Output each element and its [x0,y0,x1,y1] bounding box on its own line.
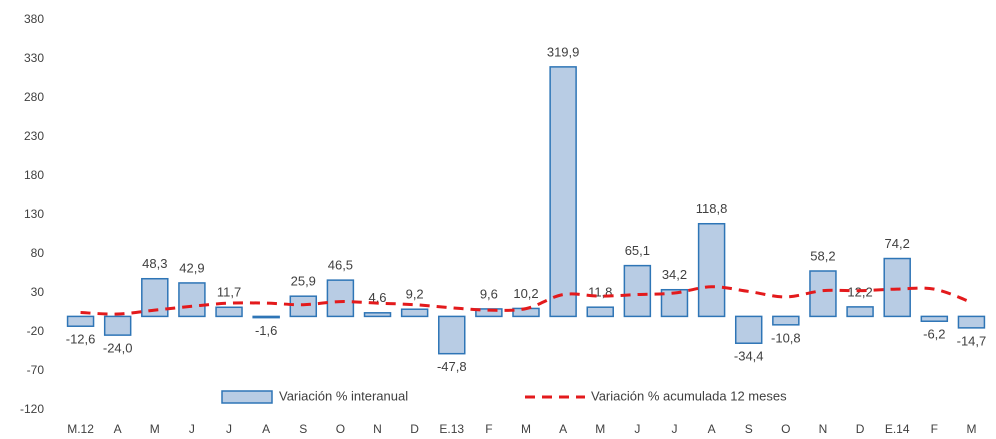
x-tick-label: O [336,422,345,436]
x-tick-label: M.12 [67,422,94,436]
data-label: 42,9 [179,260,204,275]
x-tick-label: O [781,422,790,436]
bar [920,315,949,322]
bar [438,315,466,355]
x-tick-label: J [189,422,195,436]
data-label: 46,5 [328,258,353,273]
x-tick-label: N [373,422,382,436]
x-tick-label: D [856,422,865,436]
x-tick-label: E.14 [885,422,910,436]
data-label: 34,2 [662,267,687,282]
y-tick-label: 230 [24,129,44,143]
y-tick-label: -70 [27,363,45,377]
x-tick-label: D [410,422,419,436]
data-label: -12,6 [66,332,96,347]
data-label: -6,2 [923,327,945,342]
bar [957,315,986,329]
data-label: 48,3 [142,256,167,271]
bar [289,295,318,318]
y-tick-label: 380 [24,12,44,26]
x-tick-label: J [226,422,232,436]
bar [252,315,280,319]
data-label: 9,2 [406,287,424,302]
x-tick-label: M [966,422,976,436]
x-tick-label: A [559,422,567,436]
data-label: 10,2 [513,286,538,301]
data-label: -34,4 [734,349,764,364]
y-tick-label: -120 [20,402,44,416]
data-label: 9,6 [480,286,498,301]
bar [215,306,243,318]
x-tick-label: E.13 [439,422,464,436]
bar [586,306,614,318]
data-label: 118,8 [696,201,728,216]
bar [697,222,726,318]
bar [846,306,874,318]
data-label: -47,8 [437,359,467,374]
data-label: 319,9 [547,44,580,59]
bar [400,308,429,318]
bar [623,264,652,318]
bar [178,282,206,318]
data-label: -1,6 [255,323,277,338]
x-tick-label: F [931,422,938,436]
bar [549,66,577,318]
y-tick-label: 330 [24,51,44,65]
data-label: 65,1 [625,243,650,258]
legend-label: Variación % acumulada 12 meses [591,388,787,403]
x-tick-label: S [745,422,753,436]
y-tick-label: -20 [27,324,45,338]
legend-label: Variación % interanual [279,388,408,403]
bar [734,315,763,344]
bar [103,315,132,336]
bar [66,315,95,327]
x-tick-label: M [521,422,531,436]
data-label: -10,8 [771,330,801,345]
x-tick-label: J [634,422,640,436]
x-tick-label: A [262,422,270,436]
y-tick-label: 30 [31,285,45,299]
x-tick-label: S [299,422,307,436]
bar [326,279,355,318]
data-label: 58,2 [810,248,835,263]
data-label: 74,2 [885,236,910,251]
y-tick-label: 80 [31,246,45,260]
data-label: -24,0 [103,341,133,356]
x-tick-label: F [485,422,492,436]
x-tick-label: N [819,422,828,436]
x-tick-label: M [595,422,605,436]
x-tick-label: J [671,422,677,436]
bar [772,315,800,326]
data-label: 11,7 [217,285,241,300]
x-tick-label: A [708,422,716,436]
bar [883,257,911,318]
data-label: 25,9 [291,274,316,289]
y-tick-label: 280 [24,90,44,104]
y-tick-label: 180 [24,168,44,182]
bar [809,270,837,318]
x-tick-label: A [114,422,122,436]
data-label: -14,7 [957,333,987,348]
legend-swatch [221,390,273,404]
x-tick-label: M [150,422,160,436]
bar [363,312,392,318]
y-tick-label: 130 [24,207,44,221]
line-series [80,285,972,316]
